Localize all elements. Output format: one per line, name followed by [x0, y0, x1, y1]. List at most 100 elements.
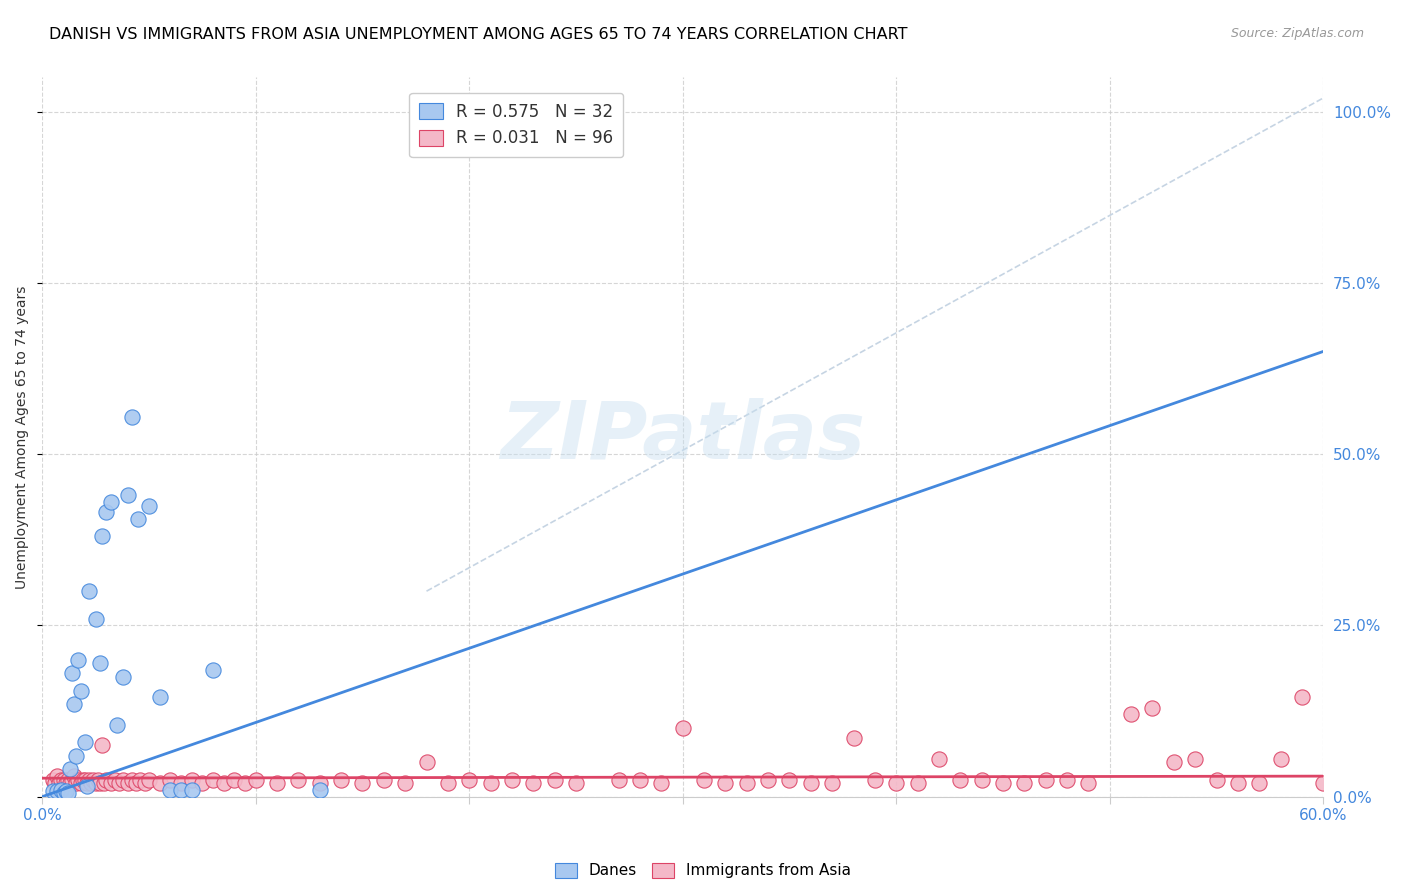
- Point: [308, 782, 330, 797]
- Point: [437, 776, 460, 790]
- Point: [51, 772, 73, 787]
- Point: [628, 772, 651, 787]
- Point: [180, 782, 202, 797]
- Point: [458, 772, 481, 787]
- Point: [191, 776, 214, 790]
- Point: [1077, 776, 1099, 790]
- Point: [96, 505, 118, 519]
- Point: [77, 584, 100, 599]
- Point: [1398, 776, 1406, 790]
- Point: [86, 772, 108, 787]
- Point: [104, 772, 127, 787]
- Point: [149, 776, 172, 790]
- Point: [949, 772, 972, 787]
- Point: [59, 762, 82, 776]
- Point: [67, 772, 90, 787]
- Point: [138, 499, 160, 513]
- Point: [42, 772, 65, 787]
- Point: [121, 409, 143, 424]
- Point: [89, 776, 111, 790]
- Point: [60, 666, 83, 681]
- Point: [60, 772, 83, 787]
- Point: [73, 735, 96, 749]
- Point: [1056, 772, 1078, 787]
- Point: [121, 772, 143, 787]
- Point: [67, 653, 90, 667]
- Point: [650, 776, 672, 790]
- Point: [1035, 772, 1057, 787]
- Point: [779, 772, 801, 787]
- Point: [693, 772, 716, 787]
- Point: [82, 772, 104, 787]
- Point: [89, 656, 111, 670]
- Point: [501, 772, 523, 787]
- Point: [266, 776, 288, 790]
- Point: [84, 611, 107, 625]
- Point: [84, 776, 107, 790]
- Point: [1014, 776, 1036, 790]
- Point: [112, 670, 135, 684]
- Point: [112, 772, 135, 787]
- Point: [55, 784, 77, 798]
- Point: [607, 772, 630, 787]
- Point: [907, 776, 929, 790]
- Point: [991, 776, 1014, 790]
- Point: [129, 772, 152, 787]
- Point: [1184, 752, 1206, 766]
- Point: [65, 776, 87, 790]
- Point: [59, 776, 82, 790]
- Point: [46, 769, 69, 783]
- Point: [224, 772, 246, 787]
- Point: [1355, 772, 1378, 787]
- Point: [394, 776, 416, 790]
- Point: [201, 772, 224, 787]
- Point: [970, 772, 993, 787]
- Point: [170, 776, 193, 790]
- Point: [170, 782, 193, 797]
- Point: [159, 782, 181, 797]
- Point: [72, 772, 94, 787]
- Point: [543, 772, 565, 787]
- Point: [65, 748, 87, 763]
- Point: [308, 776, 330, 790]
- Point: [77, 772, 100, 787]
- Point: [127, 512, 149, 526]
- Point: [73, 772, 96, 787]
- Point: [46, 784, 69, 798]
- Point: [149, 690, 172, 705]
- Point: [93, 776, 115, 790]
- Point: [330, 772, 353, 787]
- Point: [69, 683, 91, 698]
- Point: [80, 776, 103, 790]
- Point: [1119, 707, 1142, 722]
- Point: [800, 776, 823, 790]
- Point: [42, 784, 65, 798]
- Text: DANISH VS IMMIGRANTS FROM ASIA UNEMPLOYMENT AMONG AGES 65 TO 74 YEARS CORRELATIO: DANISH VS IMMIGRANTS FROM ASIA UNEMPLOYM…: [49, 27, 908, 42]
- Y-axis label: Unemployment Among Ages 65 to 74 years: Unemployment Among Ages 65 to 74 years: [15, 285, 30, 589]
- Point: [100, 495, 122, 509]
- Point: [863, 772, 886, 787]
- Legend: R = 0.575   N = 32, R = 0.031   N = 96: R = 0.575 N = 32, R = 0.031 N = 96: [409, 93, 623, 157]
- Point: [201, 663, 224, 677]
- Point: [735, 776, 758, 790]
- Point: [100, 776, 122, 790]
- Point: [565, 776, 588, 790]
- Point: [55, 776, 77, 790]
- Point: [352, 776, 374, 790]
- Point: [522, 776, 544, 790]
- Point: [63, 697, 86, 711]
- Legend: Danes, Immigrants from Asia: Danes, Immigrants from Asia: [548, 856, 858, 885]
- Point: [48, 776, 70, 790]
- Point: [76, 776, 98, 790]
- Text: ZIPatlas: ZIPatlas: [501, 398, 865, 476]
- Point: [245, 772, 267, 787]
- Point: [180, 772, 202, 787]
- Point: [212, 776, 235, 790]
- Point: [125, 776, 148, 790]
- Point: [52, 786, 75, 800]
- Text: Source: ZipAtlas.com: Source: ZipAtlas.com: [1230, 27, 1364, 40]
- Point: [672, 721, 695, 735]
- Point: [51, 782, 73, 797]
- Point: [1226, 776, 1249, 790]
- Point: [69, 776, 91, 790]
